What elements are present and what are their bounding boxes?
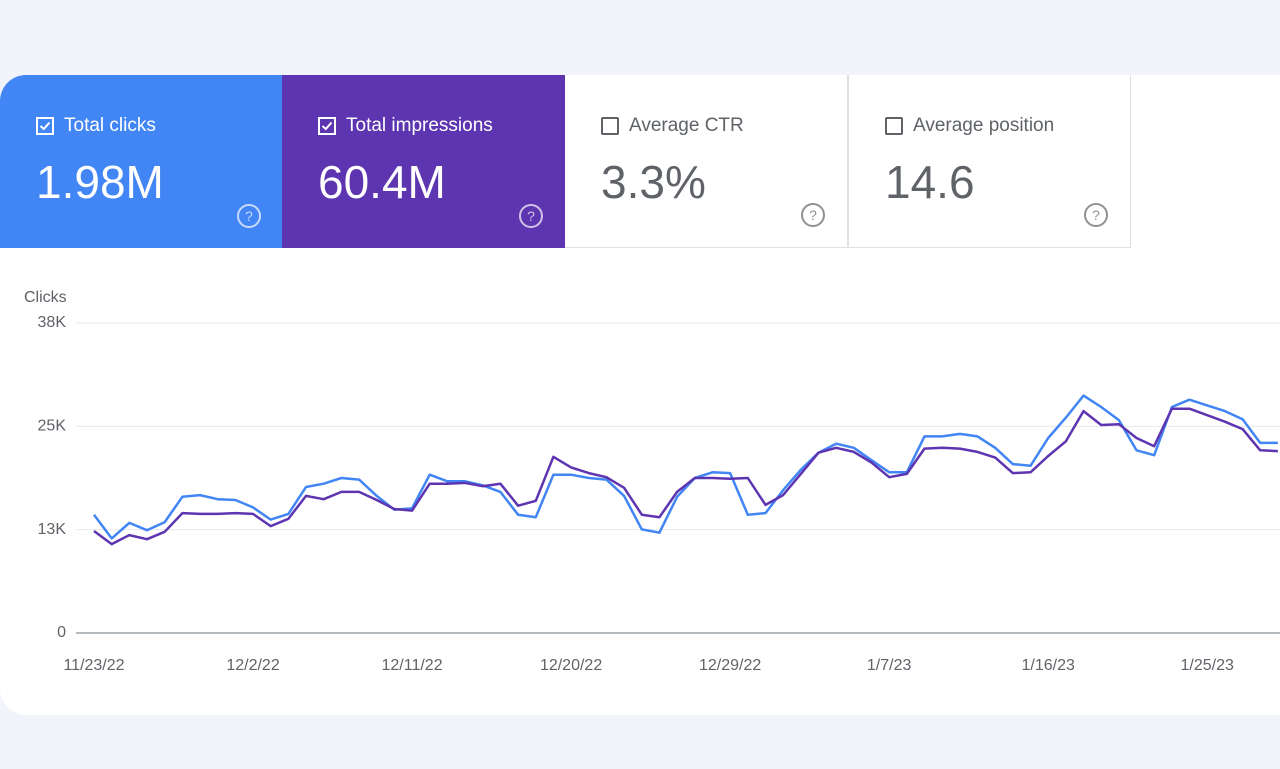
metric-name: Average CTR <box>629 115 744 136</box>
series-line <box>92 394 1278 540</box>
checkbox-checked[interactable] <box>36 117 54 135</box>
x-tick-label: 1/25/23 <box>1181 657 1234 674</box>
y-axis-title: Clicks <box>24 289 67 306</box>
metric-value: 1.98M <box>36 156 164 208</box>
x-tick-label: 12/2/22 <box>226 657 279 674</box>
metric-name: Average position <box>913 115 1055 136</box>
tile-label: Average position <box>885 115 1054 137</box>
performance-card: Total clicks 1.98M ? Total impressions 6… <box>0 75 1280 715</box>
tile-label: Average CTR <box>601 115 744 137</box>
x-tick-label: 11/23/22 <box>63 657 124 674</box>
y-tick-label: 25K <box>38 418 67 435</box>
checkbox-checked[interactable] <box>318 117 336 135</box>
metric-value: 14.6 <box>885 156 975 208</box>
help-icon[interactable]: ? <box>801 203 825 227</box>
x-tick-label: 1/7/23 <box>867 657 912 674</box>
metric-tile[interactable]: Total impressions 60.4M ? <box>282 75 565 248</box>
checkbox[interactable] <box>601 117 619 135</box>
checkbox[interactable] <box>885 117 903 135</box>
help-icon[interactable]: ? <box>237 204 261 228</box>
metric-value: 3.3% <box>601 156 706 208</box>
metric-tile[interactable]: Average position 14.6 ? <box>848 75 1131 248</box>
series-line <box>93 407 1278 546</box>
y-tick-label: 0 <box>57 624 66 641</box>
help-icon[interactable]: ? <box>1084 203 1108 227</box>
x-tick-label: 12/29/22 <box>699 657 761 674</box>
x-tick-label: 12/11/22 <box>382 657 443 674</box>
y-tick-label: 13K <box>38 521 67 538</box>
x-tick-label: 1/16/23 <box>1021 657 1074 674</box>
metric-value: 60.4M <box>318 156 446 208</box>
metric-name: Total impressions <box>346 115 493 136</box>
metric-tile[interactable]: Average CTR 3.3% ? <box>565 75 848 248</box>
metric-name: Total clicks <box>64 115 156 136</box>
help-icon[interactable]: ? <box>519 204 543 228</box>
tile-label: Total impressions <box>318 115 493 137</box>
x-tick-label: 12/20/22 <box>540 657 602 674</box>
tile-label: Total clicks <box>36 115 156 137</box>
y-tick-label: 38K <box>38 314 67 331</box>
metric-tile[interactable]: Total clicks 1.98M ? <box>0 75 283 248</box>
